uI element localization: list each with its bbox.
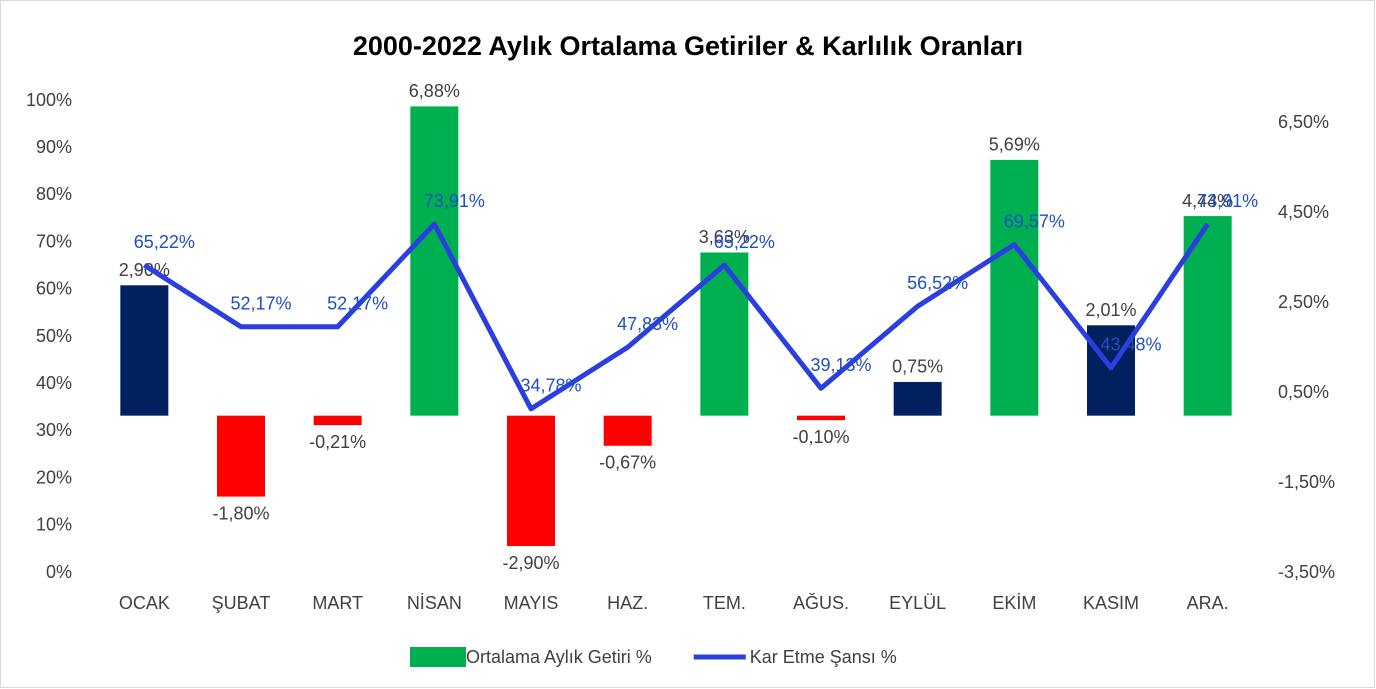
line-label: 47,83% — [617, 314, 678, 334]
line-label: 73,91% — [1197, 191, 1258, 211]
bar — [507, 415, 555, 547]
x-tick-label: EYLÜL — [889, 593, 946, 613]
bar-label: 6,88% — [409, 81, 460, 101]
x-tick-label: NİSAN — [407, 593, 462, 613]
y-tick-label: 70% — [36, 231, 72, 251]
x-tick-label: OCAK — [119, 593, 170, 613]
bar — [797, 415, 845, 421]
y2-tick-label: 4,50% — [1278, 202, 1329, 222]
y-tick-label: 40% — [36, 373, 72, 393]
y-tick-label: 80% — [36, 184, 72, 204]
line-label: 73,91% — [424, 191, 485, 211]
y-tick-label: 50% — [36, 326, 72, 346]
bar — [120, 285, 169, 416]
bar-label: -2,90% — [502, 553, 559, 573]
y2-tick-label: -1,50% — [1278, 472, 1335, 492]
line-label: 65,22% — [134, 232, 195, 252]
x-tick-label: MART — [312, 593, 363, 613]
bar-label: -1,80% — [212, 503, 269, 523]
y-tick-label: 100% — [26, 90, 72, 110]
bar-label: 2,01% — [1085, 300, 1136, 320]
legend-label: Kar Etme Şansı % — [750, 647, 897, 667]
bar-label: 5,69% — [989, 135, 1040, 155]
x-tick-label: EKİM — [992, 593, 1036, 613]
line-label: 52,17% — [327, 294, 388, 314]
line-label: 65,22% — [714, 232, 775, 252]
bar — [410, 106, 459, 416]
legend-label: Ortalama Aylık Getiri % — [466, 647, 652, 667]
y2-tick-label: 6,50% — [1278, 112, 1329, 132]
y-tick-label: 30% — [36, 420, 72, 440]
y2-tick-label: 2,50% — [1278, 292, 1329, 312]
y-tick-label: 0% — [46, 562, 72, 582]
y-tick-label: 60% — [36, 279, 72, 299]
y2-tick-label: -3,50% — [1278, 562, 1335, 582]
line-label: 56,52% — [907, 273, 968, 293]
x-tick-label: ŞUBAT — [212, 593, 271, 613]
bar — [893, 381, 942, 416]
line-label: 69,57% — [1004, 211, 1065, 231]
bar — [217, 415, 265, 497]
bar-label: -0,10% — [792, 427, 849, 447]
bar-label: -0,21% — [309, 432, 366, 452]
x-tick-label: HAZ. — [607, 593, 648, 613]
bar — [313, 415, 362, 426]
y-tick-label: 90% — [36, 137, 72, 157]
line-label: 39,13% — [810, 355, 871, 375]
x-tick-label: ARA. — [1187, 593, 1229, 613]
x-tick-label: AĞUS. — [793, 592, 849, 613]
line-label: 52,17% — [230, 294, 291, 314]
bar-label: 3,63% — [699, 227, 750, 247]
y-tick-label: 10% — [36, 515, 72, 535]
x-tick-label: TEM. — [703, 593, 746, 613]
y-tick-label: 20% — [36, 467, 72, 487]
x-tick-label: MAYIS — [504, 593, 559, 613]
y2-tick-label: 0,50% — [1278, 382, 1329, 402]
line-label: 43,48% — [1100, 335, 1161, 355]
x-tick-label: KASIM — [1083, 593, 1139, 613]
bar — [603, 415, 652, 446]
bar-label: -0,67% — [599, 453, 656, 473]
line — [142, 221, 1210, 412]
line-label: 34,78% — [520, 376, 581, 396]
chart-title: 2000-2022 Aylık Ortalama Getiriler & Kar… — [353, 31, 1023, 61]
bar-label: 4,44% — [1182, 191, 1233, 211]
legend-swatch — [410, 647, 466, 667]
bar-label: 0,75% — [892, 357, 943, 377]
bar — [990, 159, 1039, 416]
